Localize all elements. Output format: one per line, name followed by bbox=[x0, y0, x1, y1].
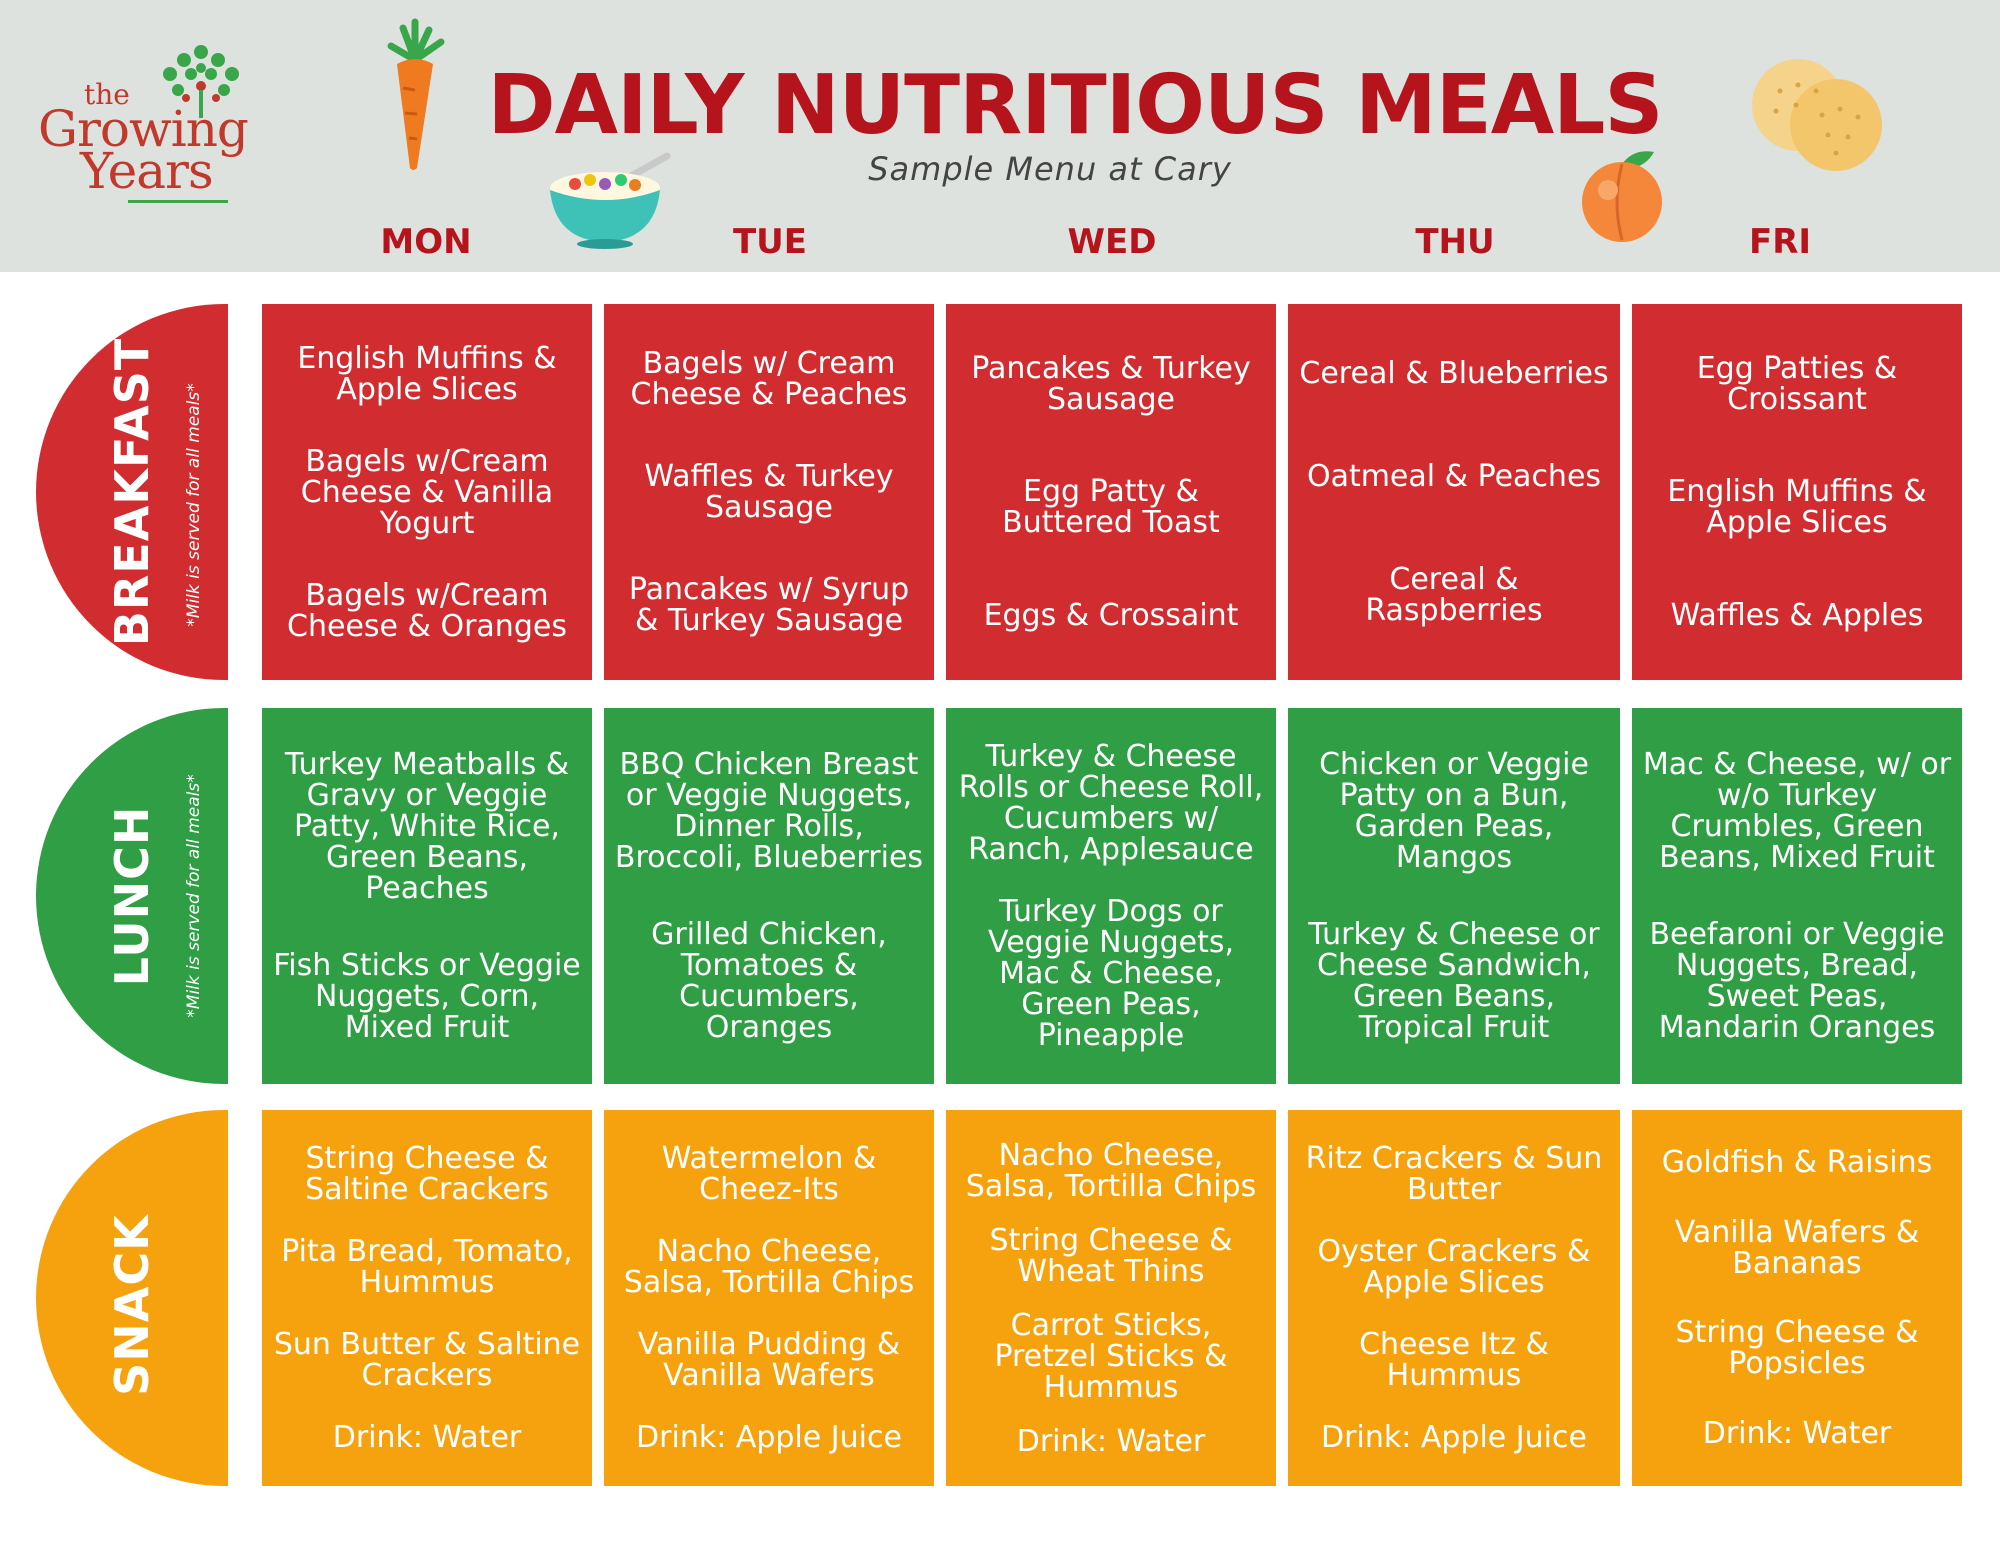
day-header-thu: THU bbox=[1415, 222, 1495, 262]
lunch-tue-cell: BBQ Chicken Breast or Veggie Nuggets, Di… bbox=[604, 708, 934, 1084]
menu-item: Turkey Meatballs & Gravy or Veggie Patty… bbox=[284, 747, 570, 906]
menu-item: Turkey Dogs or Veggie Nuggets, Mac & Che… bbox=[988, 893, 1234, 1053]
lunch-thu-cell: Chicken or Veggie Patty on a Bun, Garden… bbox=[1288, 708, 1620, 1084]
breakfast-mon-cell: English Muffins & Apple Slices Bagels w/… bbox=[262, 304, 592, 680]
snack-tue-cell: Watermelon & Cheez-Its Nacho Cheese, Sal… bbox=[604, 1110, 934, 1486]
menu-item: English Muffins & Apple Slices bbox=[1667, 474, 1927, 541]
menu-item: Cereal & Blueberries bbox=[1299, 356, 1609, 391]
snack-thu-cell: Ritz Crackers & Sun Butter Oyster Cracke… bbox=[1288, 1110, 1620, 1486]
menu-item: Bagels w/Cream Cheese & Vanilla Yogurt bbox=[300, 443, 554, 541]
menu-item: Turkey & Cheese Rolls or Cheese Roll, Cu… bbox=[958, 739, 1264, 868]
lunch-wed-cell: Turkey & Cheese Rolls or Cheese Roll, Cu… bbox=[946, 708, 1276, 1084]
snack-wed-cell: Nacho Cheese, Salsa, Tortilla Chips Stri… bbox=[946, 1110, 1276, 1486]
menu-item: Beefaroni or Veggie Nuggets, Bread, Swee… bbox=[1649, 917, 1945, 1045]
logo-underline bbox=[128, 200, 228, 203]
menu-item: Grilled Chicken, Tomatoes & Cucumbers, O… bbox=[651, 917, 887, 1045]
menu-item: Vanilla Pudding & Vanilla Wafers bbox=[637, 1326, 901, 1393]
breakfast-milk-note: *Milk is served for all meals* bbox=[184, 383, 204, 627]
menu-item: Nacho Cheese, Salsa, Tortilla Chips bbox=[965, 1137, 1257, 1204]
menu-item: Bagels w/ Cream Cheese & Peaches bbox=[630, 345, 908, 412]
menu-item: String Cheese & Saltine Crackers bbox=[305, 1141, 549, 1208]
drink-item: Drink: Water bbox=[1702, 1415, 1892, 1451]
breakfast-label: BREAKFAST bbox=[105, 337, 159, 647]
menu-item: Oatmeal & Peaches bbox=[1306, 459, 1602, 494]
menu-item: Nacho Cheese, Salsa, Tortilla Chips bbox=[623, 1234, 915, 1301]
menu-item: Carrot Sticks, Pretzel Sticks & Hummus bbox=[994, 1307, 1228, 1405]
menu-item: Egg Patties & Croissant bbox=[1696, 350, 1898, 417]
menu-item: Ritz Crackers & Sun Butter bbox=[1305, 1141, 1603, 1208]
menu-item: Chicken or Veggie Patty on a Bun, Garden… bbox=[1319, 747, 1589, 875]
menu-item: Oyster Crackers & Apple Slices bbox=[1317, 1234, 1591, 1301]
crackers-icon bbox=[1752, 59, 1882, 171]
carrot-icon bbox=[387, 18, 445, 170]
lunch-fri-cell: Mac & Cheese, w/ or w/o Turkey Crumbles,… bbox=[1632, 708, 1962, 1084]
snack-mon-cell: String Cheese & Saltine Crackers Pita Br… bbox=[262, 1110, 592, 1486]
menu-item: String Cheese & Popsicles bbox=[1675, 1315, 1919, 1382]
day-header-wed: WED bbox=[1067, 222, 1157, 262]
menu-item: BBQ Chicken Breast or Veggie Nuggets, Di… bbox=[614, 747, 924, 875]
menu-item: Waffles & Apples bbox=[1670, 598, 1924, 634]
drink-item: Drink: Water bbox=[1016, 1423, 1206, 1459]
logo-the: the bbox=[84, 78, 130, 111]
breakfast-fri-cell: Egg Patties & Croissant English Muffins … bbox=[1632, 304, 1962, 680]
header-band: the Growing Years DAILY NUTRITIOUS MEALS… bbox=[0, 0, 2000, 272]
cereal-bowl-icon bbox=[550, 152, 671, 249]
day-header-tue: TUE bbox=[732, 222, 808, 262]
logo: the Growing Years bbox=[38, 45, 268, 210]
page-subtitle: Sample Menu at Cary bbox=[868, 150, 1232, 188]
breakfast-wed-cell: Pancakes & Turkey Sausage Egg Patty & Bu… bbox=[946, 304, 1276, 680]
menu-item: Eggs & Crossaint bbox=[983, 598, 1239, 634]
menu-item: Turkey & Cheese or Cheese Sandwich, Gree… bbox=[1308, 917, 1600, 1045]
menu-item: Egg Patty & Buttered Toast bbox=[1002, 474, 1220, 541]
page-title: DAILY NUTRITIOUS MEALS bbox=[487, 58, 1664, 153]
menu-item: Watermelon & Cheez-Its bbox=[661, 1141, 877, 1208]
menu-item: Pancakes & Turkey Sausage bbox=[971, 350, 1251, 417]
menu-item: Goldfish & Raisins bbox=[1661, 1145, 1933, 1181]
day-header-mon: MON bbox=[380, 222, 472, 262]
menu-item: Mac & Cheese, w/ or w/o Turkey Crumbles,… bbox=[1642, 747, 1952, 875]
breakfast-tue-cell: Bagels w/ Cream Cheese & Peaches Waffles… bbox=[604, 304, 934, 680]
menu-item: Pancakes w/ Syrup & Turkey Sausage bbox=[628, 572, 910, 639]
menu-item: Sun Butter & Saltine Crackers bbox=[273, 1326, 581, 1393]
menu-item: Vanilla Wafers & Bananas bbox=[1674, 1214, 1920, 1281]
menu-item: String Cheese & Wheat Thins bbox=[989, 1222, 1233, 1289]
peach-icon bbox=[1582, 151, 1662, 242]
menu-item: Pita Bread, Tomato, Hummus bbox=[281, 1234, 573, 1301]
snack-fri-cell: Goldfish & Raisins Vanilla Wafers & Bana… bbox=[1632, 1110, 1962, 1486]
snack-label: SNACK bbox=[105, 1214, 159, 1396]
breakfast-thu-cell: Cereal & Blueberries Oatmeal & Peaches C… bbox=[1288, 304, 1620, 680]
menu-item: Cheese Itz & Hummus bbox=[1359, 1326, 1549, 1393]
menu-item: English Muffins & Apple Slices bbox=[297, 340, 557, 407]
menu-item: Bagels w/Cream Cheese & Oranges bbox=[287, 577, 567, 644]
drink-item: Drink: Apple Juice bbox=[636, 1419, 902, 1455]
drink-item: Drink: Apple Juice bbox=[1321, 1419, 1587, 1455]
lunch-milk-note: *Milk is served for all meals* bbox=[184, 774, 204, 1018]
drink-item: Drink: Water bbox=[332, 1419, 522, 1455]
day-header-fri: FRI bbox=[1748, 222, 1812, 262]
menu-item: Fish Sticks or Veggie Nuggets, Corn, Mix… bbox=[273, 948, 581, 1045]
tree-icon bbox=[163, 45, 239, 118]
logo-years: Years bbox=[80, 142, 214, 200]
lunch-label: LUNCH bbox=[105, 805, 159, 987]
logo-growing: Growing bbox=[38, 100, 249, 158]
lunch-mon-cell: Turkey Meatballs & Gravy or Veggie Patty… bbox=[262, 708, 592, 1084]
menu-item: Cereal & Raspberries bbox=[1365, 562, 1543, 628]
menu-item: Waffles & Turkey Sausage bbox=[644, 458, 894, 525]
